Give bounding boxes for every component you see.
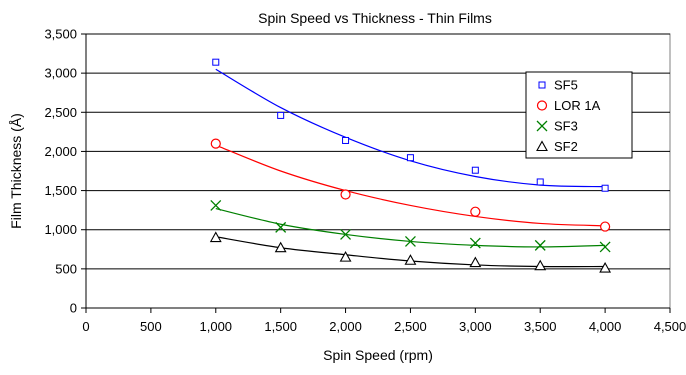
legend-marker-0	[538, 81, 546, 89]
data-point-0-2	[342, 136, 350, 144]
x-tick-label-5: 2,500	[394, 319, 427, 334]
data-point-1-0	[210, 138, 221, 149]
data-point-2-6	[599, 241, 611, 253]
data-point-2-4	[469, 237, 481, 249]
series-group	[209, 58, 612, 273]
legend: SF5 LOR 1A SF3 SF2	[525, 71, 633, 159]
series-sf5	[212, 58, 609, 192]
y-tick-label-1: 500	[55, 261, 77, 276]
legend-marker-2	[536, 120, 548, 132]
x-tick-label-7: 3,500	[524, 319, 557, 334]
data-point-1-2	[340, 189, 351, 200]
series-sf2	[209, 231, 612, 273]
y-tick-label-4: 2,000	[44, 144, 77, 159]
y-tick-label-2: 1,000	[44, 222, 77, 237]
data-point-3-1	[274, 241, 287, 253]
y-axis-ticks: 0 500 1,000 1,500 2,000 2,500 3,000 3,500	[44, 27, 86, 316]
data-point-3-5	[534, 259, 547, 271]
data-point-2-1	[275, 221, 287, 233]
data-point-3-3	[404, 254, 417, 265]
x-tick-label-3: 1,500	[264, 319, 297, 334]
series-lor-1a	[210, 138, 611, 232]
data-point-0-0	[212, 58, 220, 66]
data-point-1-4	[470, 206, 481, 217]
y-tick-label-5: 2,500	[44, 105, 77, 120]
data-point-0-4	[471, 166, 479, 174]
data-point-3-6	[599, 261, 612, 273]
x-tick-label-1: 500	[140, 319, 162, 334]
trend-line-1	[215, 144, 606, 227]
legend-label-3: SF2	[554, 139, 578, 154]
data-point-3-4	[469, 256, 482, 268]
legend-marker-1	[536, 100, 548, 111]
x-axis-title: Spin Speed (rpm)	[323, 347, 433, 363]
chart-title: Spin Speed vs Thickness - Thin Films	[258, 10, 492, 26]
x-tick-label-2: 1,000	[200, 319, 233, 334]
data-point-0-1	[277, 111, 285, 119]
x-tick-label-9: 4,500	[654, 319, 686, 334]
x-tick-label-6: 3,000	[459, 319, 492, 334]
x-tick-label-4: 2,000	[329, 319, 362, 334]
data-point-2-5	[534, 239, 546, 251]
y-tick-label-7: 3,500	[44, 27, 77, 42]
x-axis-ticks: 0 500 1,000 1,500 2,000 2,500 3,000 3,500 4,000 4…	[82, 308, 686, 334]
axes	[85, 34, 670, 309]
series-sf3	[210, 199, 611, 253]
x-tick-label-8: 4,000	[589, 319, 622, 334]
y-tick-label-0: 0	[70, 301, 77, 316]
data-point-3-2	[339, 250, 352, 262]
data-point-2-2	[340, 228, 352, 240]
data-point-2-0	[210, 199, 222, 211]
y-tick-label-6: 3,000	[44, 66, 77, 81]
data-point-1-6	[600, 221, 611, 232]
y-tick-label-3: 1,500	[44, 183, 77, 198]
data-point-0-6	[601, 184, 609, 192]
data-point-0-3	[406, 154, 414, 162]
x-tick-label-0: 0	[82, 319, 89, 334]
data-point-0-5	[536, 178, 544, 186]
y-axis-title: Film Thickness (Å)	[8, 113, 24, 229]
data-point-2-3	[404, 235, 416, 247]
data-point-3-0	[209, 231, 222, 243]
legend-label-0: SF5	[554, 78, 578, 93]
legend-label-1: LOR 1A	[554, 98, 601, 113]
legend-label-2: SF3	[554, 119, 578, 134]
legend-marker-3	[536, 140, 548, 152]
